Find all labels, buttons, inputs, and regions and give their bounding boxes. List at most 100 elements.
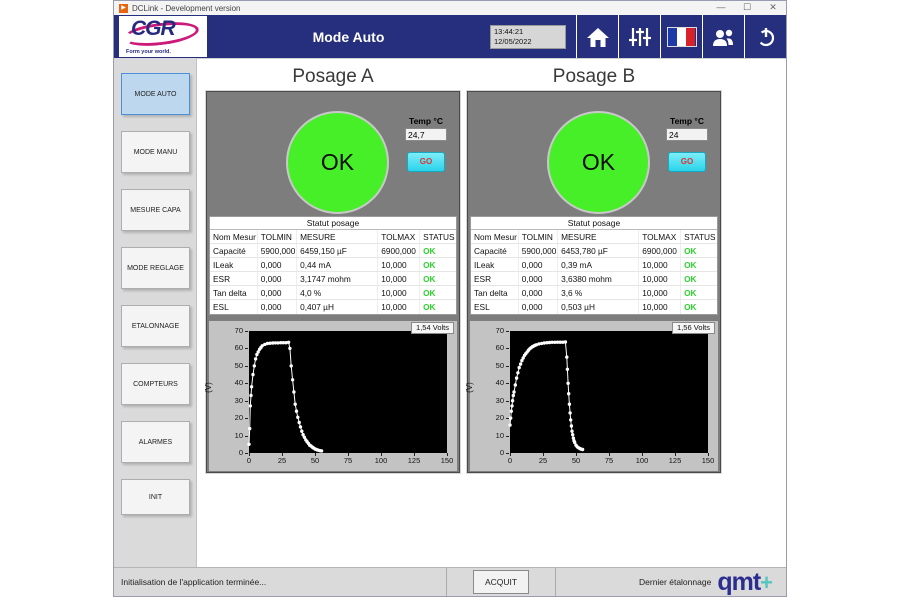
chart-y-tick-mark: [506, 400, 509, 402]
cgr-logo-tagline: Form your world.: [126, 49, 171, 55]
maximize-button[interactable]: ☐: [742, 2, 752, 12]
posage-a-temp-input[interactable]: [405, 128, 447, 141]
chart-y-tick-mark: [506, 435, 509, 437]
users-button[interactable]: [702, 15, 744, 58]
sidebar-item-compteurs[interactable]: COMPTEURS: [121, 363, 190, 405]
minimize-button[interactable]: —: [716, 2, 726, 12]
sidebar-item-etalonnage[interactable]: ETALONNAGE: [121, 305, 190, 347]
chart-y-tick-label: 10: [234, 430, 243, 440]
sidebar-item-mode-auto[interactable]: MODE AUTO: [121, 73, 190, 115]
sliders-icon: [628, 27, 651, 46]
chart-y-tick-mark: [245, 348, 248, 350]
table-cell: OK: [419, 244, 456, 257]
window-title: DCLink - Development version: [132, 3, 241, 13]
posage-a-go-button[interactable]: GO: [407, 152, 445, 172]
table-cell: 3,6 %: [557, 286, 638, 299]
home-icon: [586, 27, 609, 47]
table-cell: 0,000: [517, 272, 557, 285]
main-content: Posage A Posage B OK Temp °C GO Statut p…: [197, 58, 786, 567]
chart-x-tick-label: 0: [507, 456, 513, 465]
posage-a-status-indicator: OK: [286, 111, 389, 214]
table-header-row: Nom Mesur TOLMIN MESURE TOLMAX STATUS: [210, 230, 456, 244]
header: CGR Form your world. Mode Auto 13:44:21 …: [114, 15, 786, 58]
app-icon: ▶: [119, 3, 128, 13]
cgr-logo: CGR Form your world.: [119, 16, 207, 57]
chart-volts-readout: 1,54 Volts: [411, 322, 454, 334]
chart-x-tick-label: 75: [604, 456, 614, 465]
home-button[interactable]: [576, 15, 618, 58]
close-button[interactable]: ✕: [769, 2, 777, 12]
chart-x-tick-label: 25: [538, 456, 548, 465]
power-icon: [757, 27, 774, 46]
chart-y-tick-label: 20: [495, 413, 504, 423]
table-cell: 0,407 µH: [296, 300, 377, 314]
clock-time: 13:44:21: [494, 26, 524, 36]
sidebar: MODE AUTO MODE MANU MESURE CAPA MODE REG…: [114, 58, 197, 569]
sidebar-item-alarmes[interactable]: ALARMES: [121, 421, 190, 463]
calibration-zone: Dernier étalonnage qmt+: [556, 567, 786, 596]
table-header-cell: TOLMIN: [517, 230, 557, 243]
chart-x-tick-mark: [642, 453, 643, 456]
acquit-zone: ACQUIT: [446, 568, 556, 596]
chart-x-tick-mark: [576, 453, 577, 456]
chart-y-tick-label: 40: [234, 378, 243, 388]
app-window: ▶ DCLink - Development version — ☐ ✕ CGR…: [113, 0, 787, 597]
chart-y-tick-label: 40: [495, 378, 504, 388]
table-header-cell: STATUS: [419, 230, 456, 243]
window-titlebar[interactable]: ▶ DCLink - Development version — ☐ ✕: [114, 1, 786, 15]
posage-b-title: Posage B: [552, 66, 636, 87]
posage-b-go-button[interactable]: GO: [668, 152, 706, 172]
chart-x-tick-label: 150: [440, 456, 454, 465]
posage-a-chart: (V) 1,54 Volts 0 10 20 30 40 50 60 70 0 25 50 75 100 12…: [204, 321, 457, 471]
table-cell: 6459,150 µF: [296, 244, 377, 257]
table-row: ESR 0,000 3,1747 mohm 10,000 OK: [210, 272, 456, 286]
table-cell: 0,000: [256, 258, 296, 271]
power-button[interactable]: [744, 15, 786, 58]
chart-y-tick-label: 30: [495, 395, 504, 405]
chart-y-tick-mark: [506, 348, 509, 350]
qmt-logo: qmt+: [717, 567, 773, 596]
chart-y-tick-mark: [506, 383, 509, 385]
table-cell: 0,000: [517, 286, 557, 299]
chart-x-tick-mark: [381, 453, 382, 456]
table-cell: OK: [419, 286, 456, 299]
table-cell: OK: [680, 244, 717, 257]
table-row: ILeak 0,000 0,44 mA 10,000 OK: [210, 258, 456, 272]
table-header-cell: MESURE: [296, 230, 377, 243]
chart-y-tick-mark: [506, 365, 509, 367]
posage-b-temp-input[interactable]: [666, 128, 708, 141]
sidebar-item-mode-manu[interactable]: MODE MANU: [121, 131, 190, 173]
status-message: Initialisation de l'application terminée…: [121, 577, 267, 587]
chart-y-tick-label: 0: [499, 448, 504, 457]
settings-button[interactable]: [618, 15, 660, 58]
chart-x-tick-mark: [414, 453, 415, 456]
page-title: Mode Auto: [312, 28, 385, 45]
chart-y-tick-label: 60: [234, 343, 243, 353]
chart-y-tick-mark: [245, 418, 248, 420]
table-cell: 0,503 µH: [557, 300, 638, 314]
table-cell: 5900,000: [256, 244, 296, 257]
chart-x-tick-label: 50: [571, 456, 581, 465]
table-row: ESR 0,000 3,6380 mohm 10,000 OK: [471, 272, 717, 286]
table-cell: 0,000: [256, 286, 296, 299]
table-cell: 3,1747 mohm: [296, 272, 377, 285]
table-cell: OK: [419, 300, 456, 314]
sidebar-item-mode-reglage[interactable]: MODE REGLAGE: [121, 247, 190, 289]
table-cell: 10,000: [377, 258, 419, 271]
chart-x-tick-label: 100: [635, 456, 649, 465]
language-button[interactable]: [660, 15, 702, 58]
sidebar-item-init[interactable]: INIT: [121, 479, 190, 515]
posage-a-statut-table: Statut posage Nom Mesur TOLMIN MESURE TOLMAX…: [209, 216, 457, 315]
clock-date: 12/05/2022: [494, 36, 532, 46]
chart-y-tick-mark: [245, 383, 248, 385]
chart-y-tick-label: 0: [238, 448, 243, 457]
chart-y-tick-label: 70: [234, 326, 243, 335]
table-cell: ILeak: [474, 260, 495, 270]
sidebar-item-mesure-capa[interactable]: MESURE CAPA: [121, 189, 190, 231]
cgr-logo-text: CGR: [131, 17, 176, 40]
table-cell: Tan delta: [474, 288, 508, 298]
acquit-button[interactable]: ACQUIT: [473, 570, 529, 594]
table-cell: OK: [419, 272, 456, 285]
